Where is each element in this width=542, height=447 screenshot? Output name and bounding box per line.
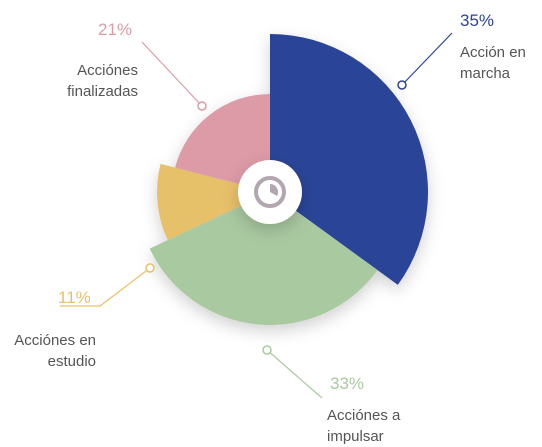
category-label: Acciónes finalizadas	[67, 62, 138, 100]
leader-dot	[197, 101, 207, 111]
value-label: 21%	[98, 20, 133, 39]
leader-line	[266, 349, 323, 399]
category-label: Acciónes en estudio	[14, 332, 96, 370]
pie-slice	[175, 94, 270, 192]
value-label: 35%	[460, 11, 495, 30]
leader-line	[141, 41, 203, 107]
leader-dot	[145, 263, 155, 273]
leaders	[60, 32, 453, 399]
center-icon-wedge	[270, 183, 279, 196]
leader-line	[401, 32, 453, 86]
value-label: 11%	[58, 288, 91, 307]
leader-dot	[397, 80, 407, 90]
category-label: Acción en marcha	[460, 44, 526, 82]
pie-slice	[149, 192, 378, 326]
pie-slice	[157, 163, 270, 241]
pie	[149, 34, 428, 326]
center-icon	[254, 176, 286, 208]
value-label: 33%	[330, 374, 365, 393]
pie-slice	[270, 34, 428, 285]
leader-line	[60, 267, 151, 307]
category-label: Acciónes a impulsar	[327, 407, 401, 445]
leader-dot	[262, 345, 272, 355]
